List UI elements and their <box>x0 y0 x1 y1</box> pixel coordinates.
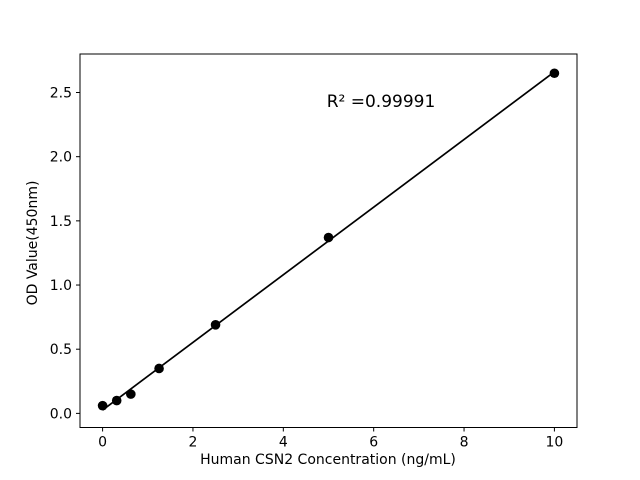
y-tick-label: 1.5 <box>50 214 72 230</box>
data-point <box>154 363 164 374</box>
x-tick-label: 8 <box>460 435 469 451</box>
y-axis-label: OD Value(450nm) <box>25 180 41 306</box>
x-tick-label: 0 <box>98 435 107 451</box>
x-tick-label: 6 <box>369 435 378 451</box>
y-tick-label: 0.0 <box>50 406 72 422</box>
x-tick-label: 2 <box>188 435 197 451</box>
y-tick-label: 2.0 <box>50 150 72 166</box>
y-tick-label: 0.5 <box>50 342 72 358</box>
r-squared-annotation: R² =0.99991 <box>326 92 436 112</box>
data-point <box>323 232 334 243</box>
axes-frame <box>79 53 578 428</box>
x-tick-label: 10 <box>545 435 563 451</box>
data-point <box>97 400 108 411</box>
data-point <box>126 389 136 399</box>
data-point <box>210 320 221 330</box>
y-tick-label: 2.5 <box>50 85 72 101</box>
x-tick-label: 4 <box>279 435 288 451</box>
data-point <box>549 68 560 79</box>
y-tick-label: 1.0 <box>50 278 72 294</box>
data-point <box>111 395 122 406</box>
x-axis-label: Human CSN2 Concentration (ng/mL) <box>200 452 456 468</box>
